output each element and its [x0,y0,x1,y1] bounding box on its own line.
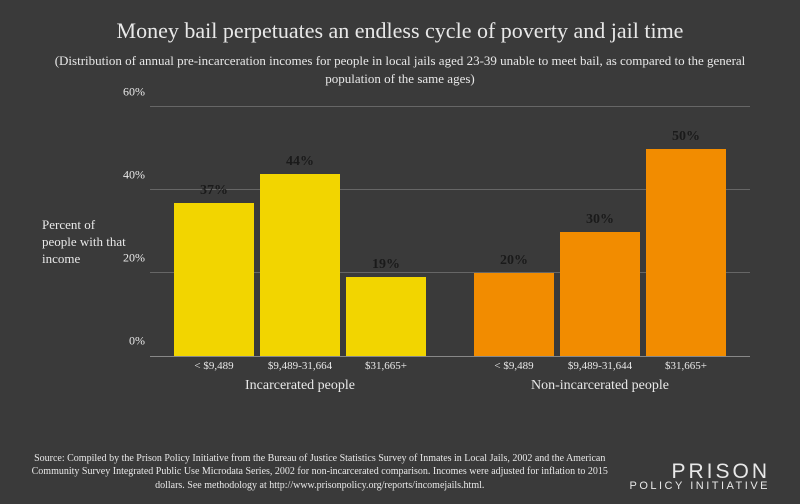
x-tick-label: < $9,489 [474,360,554,372]
chart-title: Money bail perpetuates an endless cycle … [30,18,770,44]
y-tick-label: 0% [110,334,145,349]
bar-value-label: 30% [560,212,640,228]
chart-area: Percent of people with that income 0%20%… [80,97,770,397]
bar: 20%< $9,489 [474,273,554,356]
bar-value-label: 20% [474,253,554,269]
bars-container: 37%< $9,48944%$9,489-31,66419%$31,665+20… [150,107,750,356]
logo: PRISON POLICY INITIATIVE [629,463,770,492]
bar: 19%$31,665+ [346,277,426,356]
bar-group: 20%< $9,48930%$9,489-31,64450%$31,665+ [450,107,750,356]
x-tick-label: $31,665+ [346,360,426,372]
bar: 30%$9,489-31,644 [560,232,640,357]
bar-value-label: 37% [174,183,254,199]
logo-bottom: POLICY INITIATIVE [629,482,770,492]
y-tick-label: 40% [110,168,145,183]
chart-subtitle: (Distribution of annual pre-incarceratio… [30,52,770,87]
x-tick-label: $9,489-31,664 [260,360,340,372]
bar: 37%< $9,489 [174,203,254,357]
bar-value-label: 19% [346,257,426,273]
plot-area: 0%20%40%60%37%< $9,48944%$9,489-31,66419… [150,107,750,357]
x-tick-label: < $9,489 [174,360,254,372]
bar: 44%$9,489-31,664 [260,174,340,357]
bar-value-label: 50% [646,129,726,145]
bar: 50%$31,665+ [646,149,726,357]
y-tick-label: 60% [110,85,145,100]
group-label: Non-incarcerated people [450,378,750,394]
group-label: Incarcerated people [150,378,450,394]
y-tick-label: 20% [110,251,145,266]
bar-group: 37%< $9,48944%$9,489-31,66419%$31,665+ [150,107,450,356]
bar-value-label: 44% [260,154,340,170]
x-tick-label: $31,665+ [646,360,726,372]
source-text: Source: Compiled by the Prison Policy In… [30,452,609,493]
x-tick-label: $9,489-31,644 [560,360,640,372]
